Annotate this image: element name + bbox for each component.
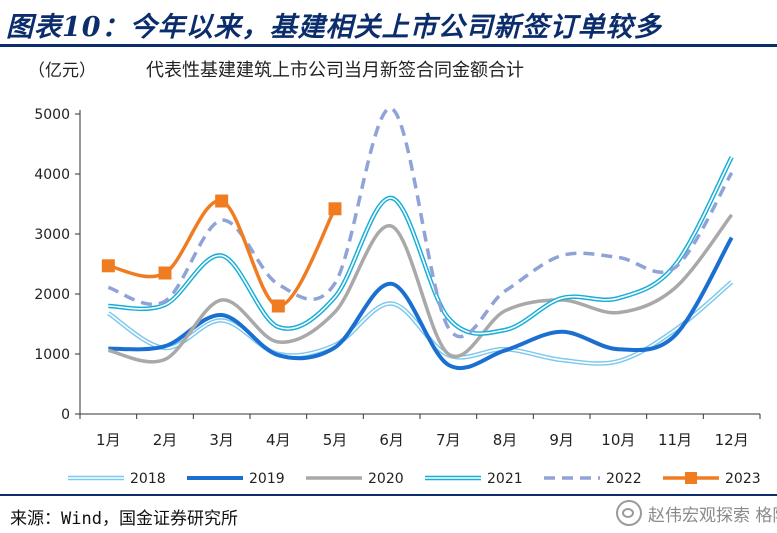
- legend-item-2019: 2019: [187, 471, 285, 487]
- legend-label: 2023: [725, 471, 761, 487]
- series-line-2022: [107, 106, 734, 339]
- x-tick-label: 8月: [493, 431, 518, 449]
- legend-item-2023: 2023: [663, 471, 761, 487]
- legend-label: 2022: [606, 471, 642, 487]
- x-tick-label: 6月: [379, 431, 404, 449]
- series-2023: [101, 194, 342, 313]
- figure-title: 图表10：今年以来，基建相关上市公司新签订单较多: [6, 12, 662, 43]
- series-line-2021-inner: [108, 156, 733, 335]
- series-2018: [107, 280, 734, 366]
- series-2020: [107, 213, 734, 364]
- series-2019: [108, 236, 734, 371]
- y-tick-label: 0: [61, 407, 70, 423]
- x-tick-label: 10月: [601, 431, 635, 449]
- x-tick-label: 2月: [153, 431, 178, 449]
- legend-label: 2020: [368, 471, 404, 487]
- chart-title: 代表性基建建筑上市公司当月新签合同金额合计: [146, 60, 524, 81]
- legend-label: 2019: [249, 471, 285, 487]
- series-2021: [108, 156, 734, 336]
- legend-item-2022: 2022: [544, 471, 642, 487]
- y-axis-unit: （亿元）: [28, 61, 96, 81]
- x-tick-label: 1月: [96, 431, 121, 449]
- data-point-2023: [328, 202, 342, 216]
- legend-item-2020: 2020: [306, 471, 404, 487]
- data-point-2023: [101, 259, 115, 273]
- series-2022: [107, 106, 734, 339]
- x-tick-label: 12月: [715, 431, 749, 449]
- data-point-2023: [158, 266, 172, 280]
- x-tick-label: 4月: [266, 431, 291, 449]
- x-tick-label: 7月: [436, 431, 461, 449]
- legend-label: 2018: [130, 471, 166, 487]
- y-tick-label: 5000: [34, 107, 70, 123]
- legend-marker: [685, 472, 697, 484]
- legend-label: 2021: [487, 471, 523, 487]
- title-rule: [0, 44, 777, 47]
- source-note: 来源：Wind，国金证券研究所: [10, 509, 238, 529]
- footer-rule: [0, 494, 777, 496]
- legend-item-2018: 2018: [68, 471, 166, 487]
- series-line-2019: [108, 236, 734, 371]
- x-tick-label: 11月: [658, 431, 692, 449]
- series-line-2020: [107, 213, 734, 364]
- y-tick-label: 2000: [34, 287, 70, 303]
- data-point-2023: [271, 299, 285, 313]
- watermark: 赵伟宏观探索 格隆汇: [616, 498, 777, 528]
- wechat-logo-icon: [616, 500, 642, 526]
- x-tick-label: 3月: [209, 431, 234, 449]
- watermark-text: 赵伟宏观探索 格隆汇: [648, 505, 777, 526]
- y-tick-label: 1000: [34, 347, 70, 363]
- y-tick-label: 4000: [34, 167, 70, 183]
- series-line-2018-inner: [107, 281, 733, 365]
- x-tick-label: 9月: [549, 431, 574, 449]
- x-tick-label: 5月: [323, 431, 348, 449]
- legend: 2018 2019 2020 2021 2022 2023: [68, 471, 761, 487]
- legend-item-2021: 2021: [425, 471, 523, 487]
- y-tick-label: 3000: [34, 227, 70, 243]
- data-point-2023: [215, 194, 229, 208]
